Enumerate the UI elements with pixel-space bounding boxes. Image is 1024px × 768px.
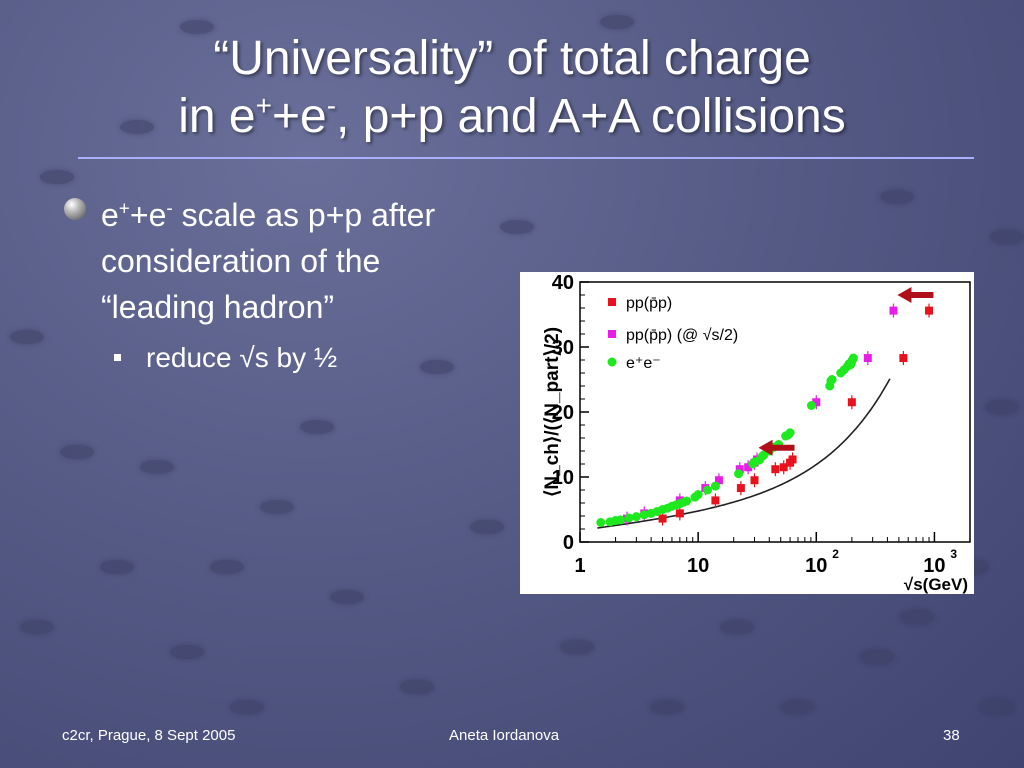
data-point: [925, 306, 934, 315]
legend-label: pp(p̄p) (@ √s/2): [626, 327, 738, 344]
data-point: [735, 465, 744, 474]
title-sup: -: [326, 90, 337, 121]
title-text: in e: [178, 90, 256, 143]
x-tick-label: 1: [574, 555, 585, 577]
data-point: [734, 469, 744, 479]
data-point: [788, 455, 797, 464]
data-point: [806, 401, 816, 410]
data-point: [827, 375, 837, 384]
x-axis-label: √s(GeV): [904, 575, 968, 594]
fit-curve: [597, 378, 891, 529]
y-tick-label: 30: [552, 337, 574, 359]
y-tick-label: 0: [563, 532, 574, 554]
data-point: [750, 476, 759, 485]
legend-marker: [608, 298, 616, 306]
data-point: [744, 463, 753, 472]
data-point: [812, 398, 821, 407]
sub-bullet-text: reduce √s by ½: [146, 342, 338, 373]
title-text: +e: [271, 90, 327, 143]
data-point: [615, 515, 625, 525]
data-point: [596, 518, 606, 527]
data-point: [675, 509, 684, 518]
x-tick-label: 10: [687, 555, 709, 577]
bullet-sup: -: [166, 198, 173, 220]
data-point: [848, 353, 858, 363]
legend-label: pp(p̄p): [626, 295, 672, 312]
data-point: [693, 490, 703, 500]
data-point: [847, 398, 856, 407]
title-line-2: in e++e-, p+p and A+A collisions: [0, 88, 1024, 146]
y-tick-label: 10: [552, 467, 574, 489]
data-point: [771, 465, 780, 474]
y-axis-label: ⟨N_ch⟩/(⟨N_part⟩/2): [542, 327, 563, 497]
x-tick-label: 10: [923, 555, 945, 577]
legend-label: e⁺e⁻: [626, 355, 661, 372]
x-tick-exponent: 2: [832, 547, 839, 561]
title-sup: +: [255, 90, 272, 121]
bullet-text: e++e- scale as p+p after consideration o…: [101, 192, 501, 330]
data-point: [710, 481, 720, 491]
data-point: [682, 496, 692, 506]
data-point: [863, 354, 872, 363]
footer-left: c2cr, Prague, 8 Sept 2005: [62, 727, 236, 744]
title-underline: [78, 157, 974, 159]
y-tick-label: 40: [552, 272, 574, 294]
data-point: [899, 354, 908, 363]
bullet-sup: +: [118, 198, 130, 220]
slide-title: “Universality” of total charge in e++e-,…: [0, 30, 1024, 146]
data-point: [711, 496, 720, 505]
footer-center: Aneta Iordanova: [449, 727, 560, 744]
square-bullet-icon: [114, 354, 121, 361]
bullet-fragment: scale as p+p after consideration of the …: [101, 197, 436, 325]
data-point: [779, 463, 788, 472]
data-point: [658, 514, 667, 523]
arrow-icon: [897, 287, 934, 303]
x-tick-exponent: 3: [950, 547, 957, 561]
plot-frame: [579, 281, 971, 543]
data-point: [736, 484, 745, 493]
data-point: [714, 476, 723, 485]
arrow-icon: [758, 439, 795, 456]
bullet-fragment: +e: [129, 197, 167, 233]
bullet-fragment: e: [101, 197, 119, 233]
data-point: [702, 485, 712, 495]
title-text: , p+p and A+A collisions: [336, 90, 846, 143]
legend-marker: [607, 357, 617, 367]
footer-right: 38: [943, 727, 960, 744]
sphere-bullet-icon: [64, 198, 86, 220]
title-line-1: “Universality” of total charge: [213, 32, 811, 85]
chart-svg: 0 10 20 30 40 1 10 10 2 10 3 √s(GeV) ⟨N_ch⟩/(⟨N_part…: [542, 272, 971, 594]
chart-figure: 0 10 20 30 40 1 10 10 2 10 3 √s(GeV) ⟨N_ch⟩/(⟨N_part…: [520, 272, 974, 594]
y-tick-label: 20: [552, 402, 574, 424]
data-point: [785, 428, 795, 438]
data-point: [631, 512, 641, 522]
data-point: [639, 510, 649, 520]
data-point: [889, 306, 898, 315]
legend-marker: [608, 330, 616, 338]
data-point: [624, 513, 634, 523]
x-tick-label: 10: [805, 555, 827, 577]
